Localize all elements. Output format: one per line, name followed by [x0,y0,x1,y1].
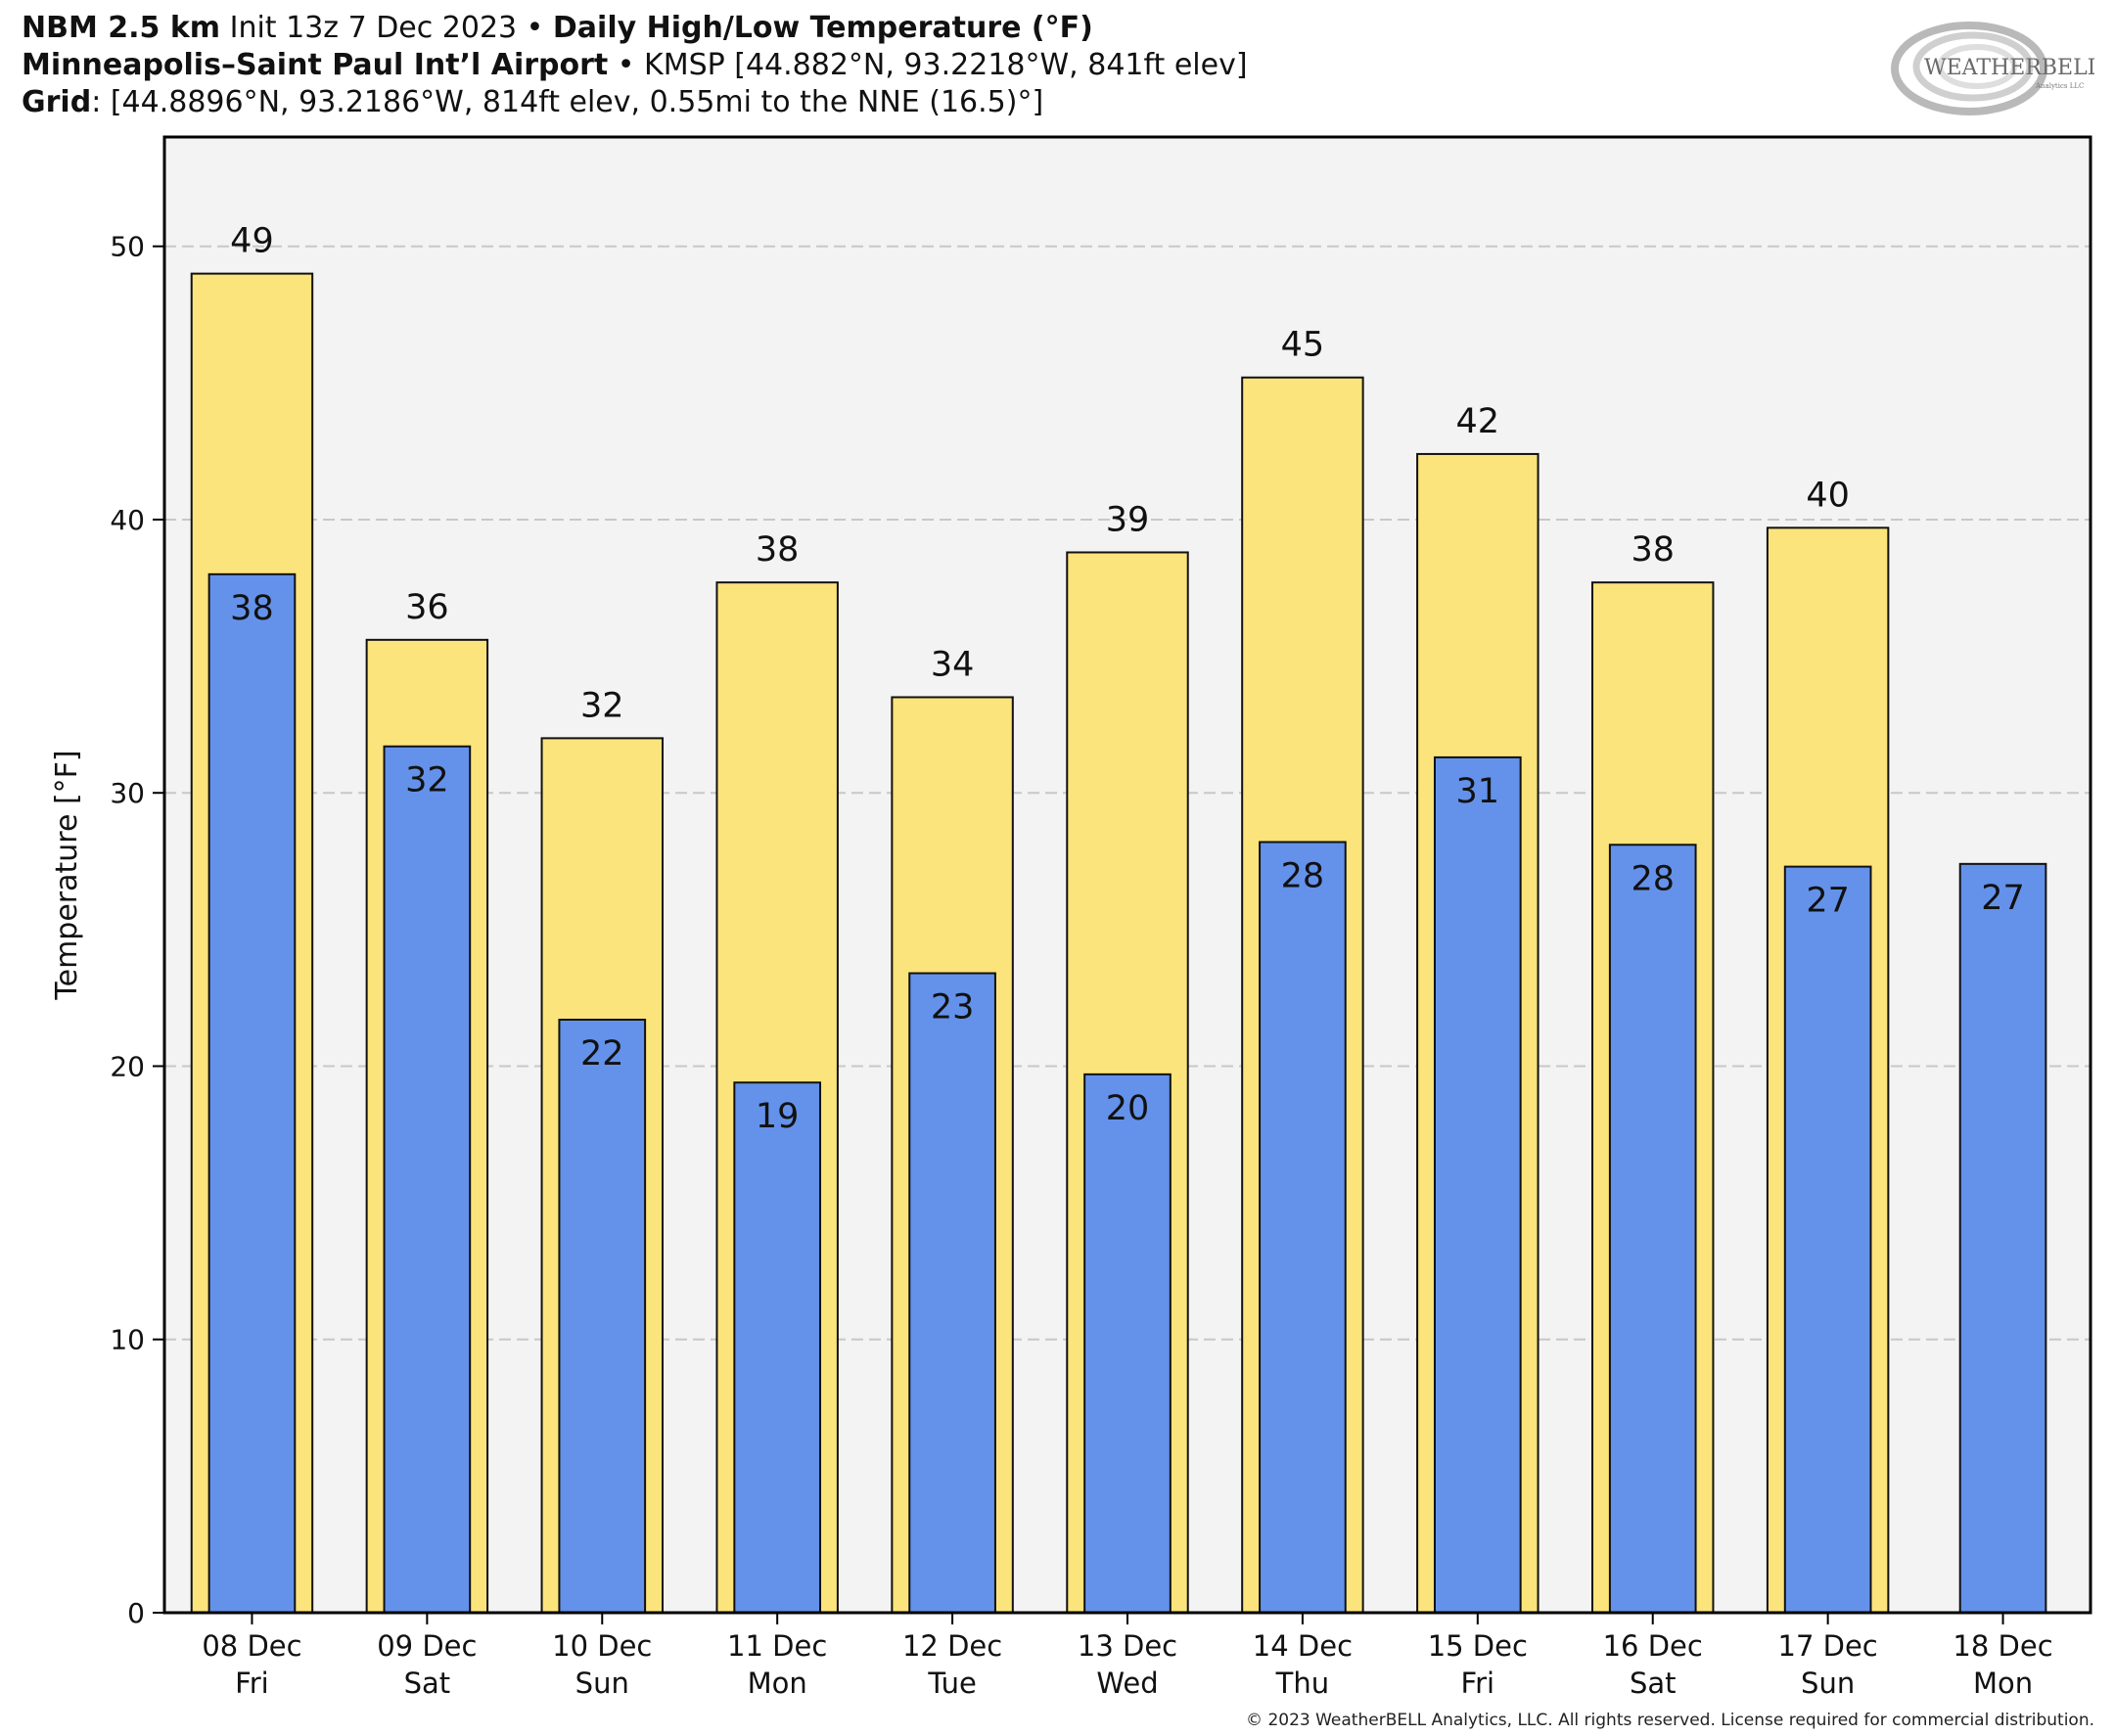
low-temp-bar [1783,865,1872,1614]
x-tick-label-date: 11 Dec [727,1629,827,1663]
x-tick-label-day: Thu [1275,1667,1329,1700]
x-tick-label-day: Mon [748,1667,807,1700]
x-tick-label-day: Sat [1630,1667,1677,1700]
copyright-footer: © 2023 WeatherBELL Analytics, LLC. All r… [1246,1711,2094,1730]
x-tick-label-day: Sun [1801,1667,1855,1700]
model-name: NBM 2.5 km [22,11,221,45]
x-tick-label-day: Fri [1461,1667,1495,1700]
header-line-1: NBM 2.5 km Init 13z 7 Dec 2023 • Daily H… [22,10,1248,47]
x-tick-label-date: 10 Dec [552,1629,652,1663]
low-temp-bar [733,1081,822,1614]
low-temp-label: 27 [1806,882,1850,921]
x-tick-label-date: 16 Dec [1603,1629,1703,1663]
high-temp-label: 32 [580,686,624,725]
high-temp-label: 49 [230,222,274,261]
plot-frame [162,135,2092,1615]
x-tick-label-date: 12 Dec [902,1629,1002,1663]
high-temp-label: 39 [1106,500,1150,539]
low-temp-label: 27 [1981,879,2025,918]
station-name: Minneapolis–Saint Paul Int’l Airport [22,48,609,82]
low-temp-bar [1958,862,2047,1614]
logo-text: WEATHERBELL [1924,56,2094,80]
low-temp-label: 38 [230,589,274,628]
high-temp-label: 36 [405,588,449,627]
x-tick-label-date: 14 Dec [1253,1629,1353,1663]
low-temp-bar [558,1019,647,1615]
x-tick-label-date: 08 Dec [202,1629,301,1663]
high-temp-label: 34 [931,645,975,684]
high-temp-label: 38 [1631,530,1675,570]
x-tick-label-day: Tue [927,1667,977,1700]
low-temp-label: 23 [931,988,975,1028]
low-temp-bar [908,972,996,1614]
chart-title: Daily High/Low Temperature (°F) [552,11,1093,45]
low-temp-label: 22 [580,1034,624,1074]
chart-header: NBM 2.5 km Init 13z 7 Dec 2023 • Daily H… [22,10,1248,121]
y-tick-label: 40 [110,504,145,536]
x-tick-label-day: Sun [575,1667,629,1700]
init-time: Init 13z 7 Dec 2023 • [220,11,553,45]
x-tick-label-day: Mon [1973,1667,2033,1700]
low-temp-bar [1083,1073,1172,1614]
x-tick-label-date: 15 Dec [1428,1629,1528,1663]
station-info: • KMSP [44.882°N, 93.2218°W, 841ft elev] [608,48,1248,82]
low-temp-label: 20 [1106,1089,1150,1128]
grid-info: : [44.8896°N, 93.2186°W, 814ft elev, 0.5… [91,85,1044,119]
plot-area: 0 10 20 30 40 50 49 38 08 Dec Fri 36 32 09 Dec Sat 32 2… [50,135,2092,1700]
low-temp-bar [383,745,472,1614]
low-temp-label: 28 [1631,859,1675,898]
header-line-2: Minneapolis–Saint Paul Int’l Airport • K… [22,47,1248,84]
x-tick-label-date: 09 Dec [377,1629,477,1663]
high-temp-label: 45 [1281,326,1325,365]
low-temp-label: 28 [1281,856,1325,895]
y-tick-label: 50 [110,231,145,263]
header-line-3: Grid: [44.8896°N, 93.2186°W, 814ft elev,… [22,84,1248,121]
grid-label: Grid [22,85,92,119]
x-tick-label-date: 17 Dec [1778,1629,1878,1663]
y-tick-label: 20 [110,1050,145,1082]
low-temp-label: 31 [1456,772,1500,811]
x-tick-label-day: Fri [235,1667,269,1700]
low-temp-label: 32 [405,761,449,800]
high-temp-label: 40 [1806,476,1850,515]
x-tick-label-day: Sat [404,1667,451,1700]
high-temp-label: 38 [756,530,800,570]
low-temp-bar [1608,844,1697,1614]
y-tick-label: 10 [110,1324,145,1356]
y-tick-label: 30 [110,777,145,809]
logo-subtext: Analytics LLC [2035,82,2084,90]
x-tick-label-day: Wed [1096,1667,1158,1700]
y-axis-label: Temperature [°F] [50,750,84,1000]
x-tick-label-date: 13 Dec [1078,1629,1177,1663]
y-tick-label: 0 [127,1597,145,1629]
low-temp-bar [1259,841,1347,1614]
weatherbell-logo: WEATHERBELL Analytics LLC [1891,22,2094,115]
low-temp-bar [207,572,297,1614]
low-temp-label: 19 [756,1097,800,1136]
x-tick-label-date: 18 Dec [1953,1629,2052,1663]
high-temp-label: 42 [1456,402,1500,441]
low-temp-bar [1433,755,1522,1614]
